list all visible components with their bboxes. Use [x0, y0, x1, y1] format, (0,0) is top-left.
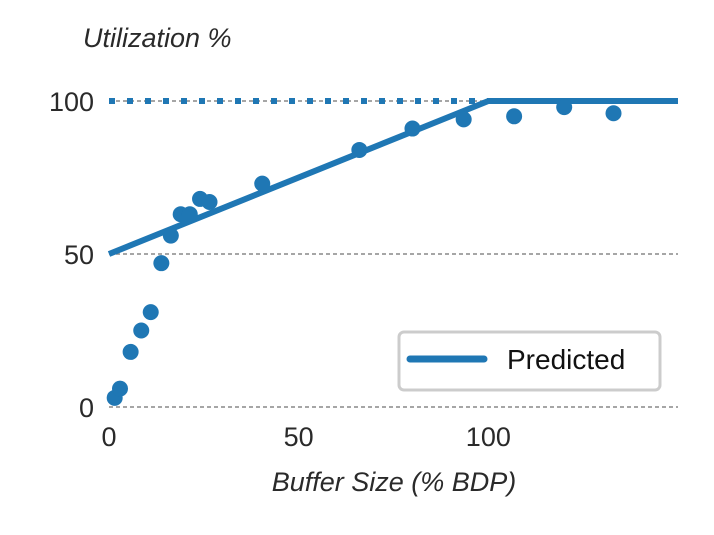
data-point [133, 322, 150, 339]
data-point [201, 193, 218, 210]
data-point [605, 105, 622, 122]
x-tick-labels: 0 50 100 [101, 422, 510, 452]
data-point [142, 304, 159, 321]
y-tick-labels: 0 50 100 [49, 87, 94, 423]
y-axis-title: Utilization % [83, 23, 232, 53]
predicted-line [107, 98, 678, 257]
data-point [254, 175, 271, 192]
legend-box [397, 330, 662, 392]
legend-label-predicted: Predicted [507, 344, 625, 375]
x-axis-title: Buffer Size (% BDP) [272, 467, 517, 497]
x-tick-label: 100 [466, 422, 511, 452]
y-tick-label: 0 [79, 393, 94, 423]
data-point [153, 255, 170, 272]
legend: Predicted [397, 330, 662, 392]
predicted-series-line [107, 98, 678, 257]
data-point [556, 99, 573, 116]
data-point [404, 120, 421, 137]
data-point [112, 380, 129, 397]
data-point [506, 108, 523, 125]
x-tick-label: 50 [284, 422, 314, 452]
y-tick-label: 100 [49, 87, 94, 117]
data-points [106, 99, 622, 406]
data-point [455, 111, 472, 128]
data-point [122, 343, 139, 360]
data-point [351, 141, 368, 158]
data-point [162, 227, 179, 244]
x-tick-label: 0 [101, 422, 116, 452]
data-point [181, 206, 198, 223]
y-tick-label: 50 [64, 240, 94, 270]
